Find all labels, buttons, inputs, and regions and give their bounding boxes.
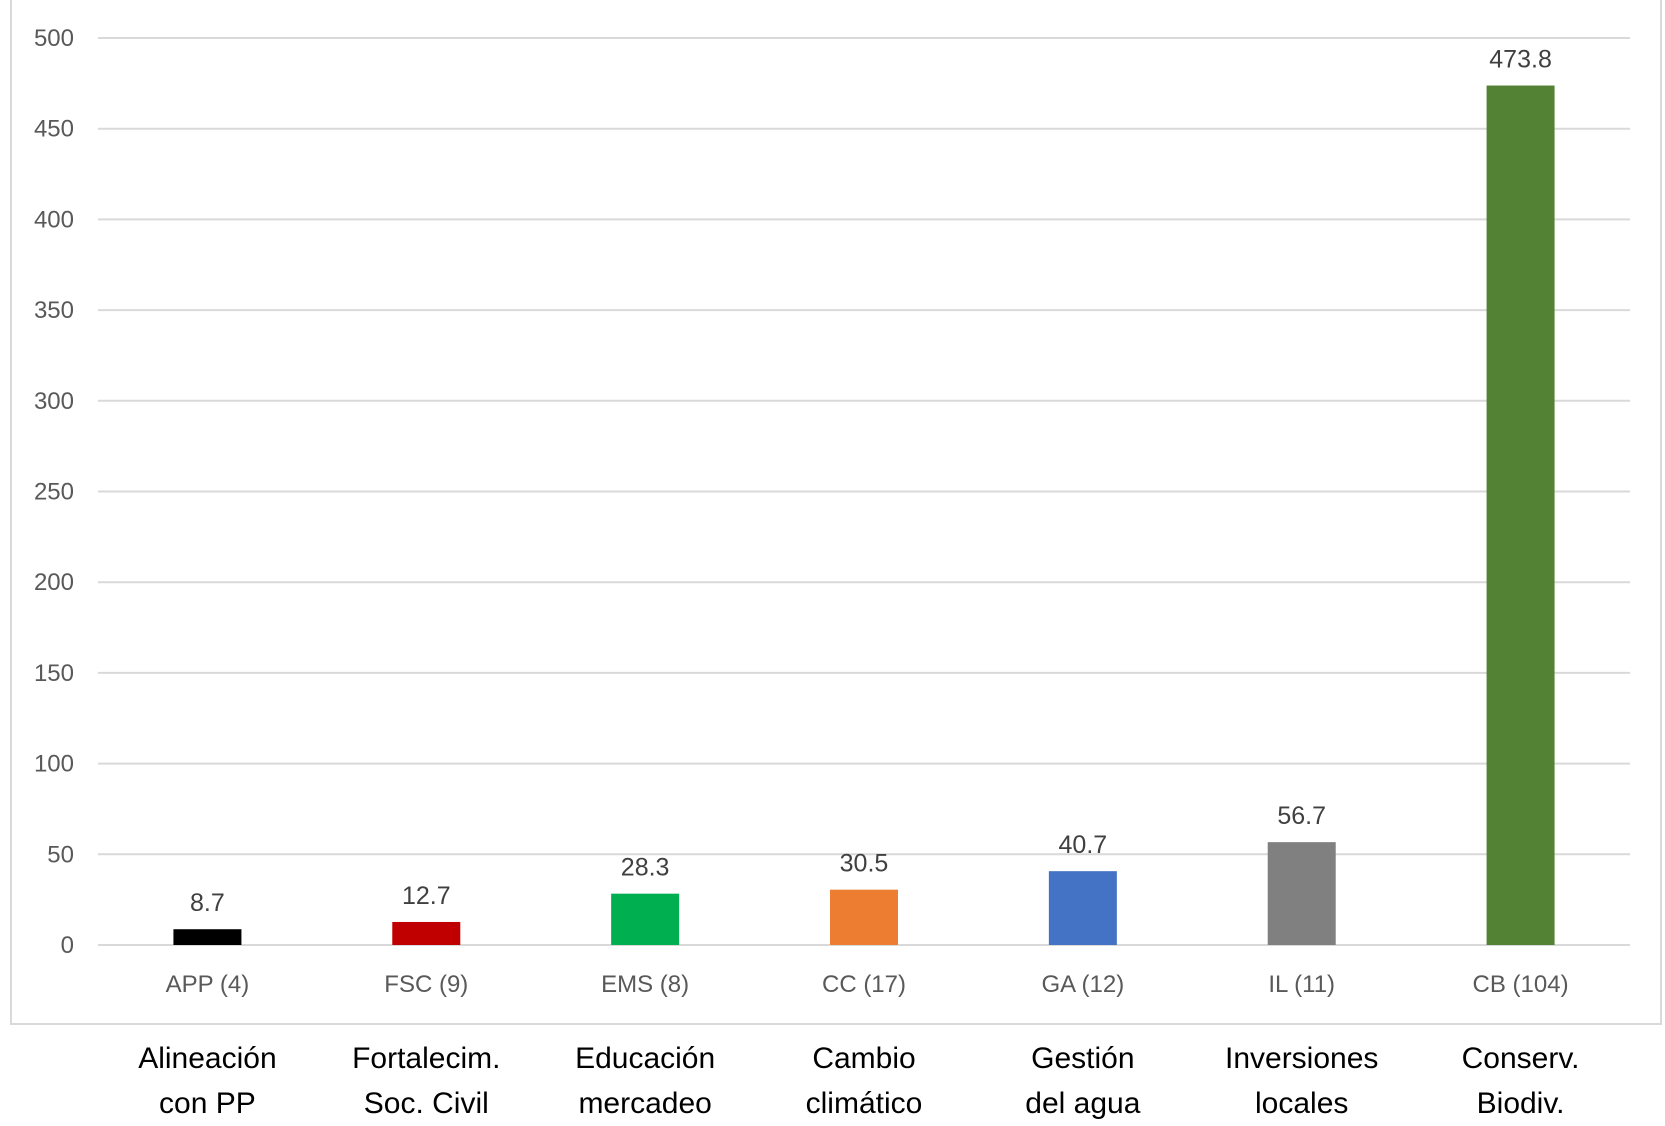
description-line-2: Biodiv. xyxy=(1476,1087,1565,1120)
x-tick-label: IL (11) xyxy=(1268,971,1335,998)
description-line-1: Alineación xyxy=(138,1042,277,1075)
data-label: 8.7 xyxy=(190,889,225,917)
x-tick-label: CB (104) xyxy=(1473,971,1569,998)
description-line-1: Conserv. xyxy=(1461,1042,1580,1075)
y-tick-label: 150 xyxy=(34,660,74,687)
data-label: 12.7 xyxy=(402,882,451,910)
y-tick-label: 300 xyxy=(34,388,74,415)
y-tick-label: 200 xyxy=(34,569,74,596)
category-description: Gestión del agua xyxy=(983,1036,1183,1126)
x-tick-label: EMS (8) xyxy=(601,971,689,998)
category-description: Alineación con PP xyxy=(107,1036,307,1126)
data-labels: 8.7 12.7 28.3 30.5 40.7 56.7 473.8 xyxy=(190,46,1552,918)
data-label: 56.7 xyxy=(1277,802,1326,830)
y-tick-label: 400 xyxy=(34,206,74,233)
bar xyxy=(611,893,680,945)
description-line-1: Cambio xyxy=(812,1042,916,1075)
bar xyxy=(1048,871,1117,945)
description-line-2: climático xyxy=(805,1087,923,1120)
bar xyxy=(1267,842,1336,945)
description-line-2: locales xyxy=(1255,1087,1349,1120)
y-tick-label: 350 xyxy=(34,297,74,324)
gridlines xyxy=(98,37,1630,946)
y-tick-label: 250 xyxy=(34,479,74,506)
y-tick-label: 50 xyxy=(47,841,74,868)
description-line-2: del agua xyxy=(1025,1087,1141,1120)
description-line-1: Inversiones xyxy=(1224,1042,1379,1075)
y-axis-ticks: 0 50 100 150 200 250 300 350 400 450 500 xyxy=(34,25,74,959)
bar xyxy=(392,921,461,945)
description-line-1: Gestión xyxy=(1031,1042,1135,1075)
x-tick-label: GA (12) xyxy=(1042,971,1125,998)
data-label: 30.5 xyxy=(840,850,889,878)
category-description: Fortalecim. Soc. Civil xyxy=(326,1036,526,1126)
category-description: Cambio climático xyxy=(764,1036,964,1126)
description-line-2: con PP xyxy=(159,1087,256,1120)
description-line-1: Fortalecim. xyxy=(352,1042,501,1075)
data-label: 40.7 xyxy=(1059,831,1108,859)
data-label: 473.8 xyxy=(1489,46,1552,74)
y-tick-label: 100 xyxy=(34,751,74,778)
category-description: Educación mercadeo xyxy=(545,1036,745,1126)
category-description: Conserv. Biodiv. xyxy=(1421,1036,1621,1126)
bar xyxy=(830,889,898,945)
bar xyxy=(173,929,242,945)
y-tick-label: 450 xyxy=(34,116,74,143)
x-tick-label: FSC (9) xyxy=(384,971,468,998)
description-line-2: Soc. Civil xyxy=(363,1087,489,1120)
description-line-1: Educación xyxy=(575,1042,716,1075)
y-tick-label: 500 xyxy=(34,25,74,52)
x-tick-label: CC (17) xyxy=(822,971,906,998)
category-description: Inversiones locales xyxy=(1202,1036,1402,1126)
bar xyxy=(1486,85,1555,946)
chart-frame xyxy=(10,0,1662,1025)
data-label: 28.3 xyxy=(621,854,670,882)
description-line-2: mercadeo xyxy=(578,1087,712,1120)
x-axis-ticks: APP (4) FSC (9) EMS (8) CC (17) GA (12) IL (1… xyxy=(166,971,1569,998)
x-tick-label: APP (4) xyxy=(166,971,250,998)
y-tick-label: 0 xyxy=(61,932,74,959)
bars xyxy=(173,85,1555,946)
